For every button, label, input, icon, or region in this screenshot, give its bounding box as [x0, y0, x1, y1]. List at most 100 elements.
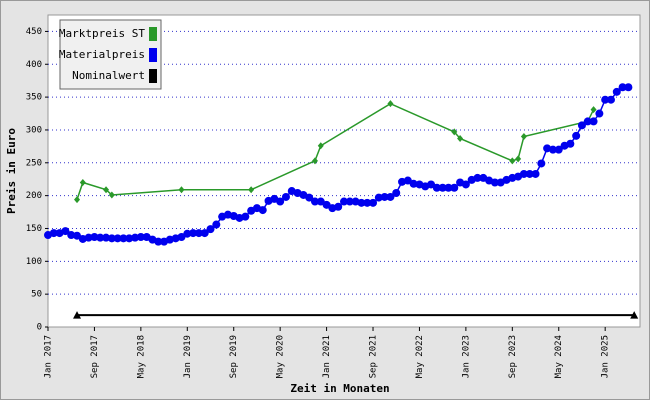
series-line: [76, 102, 595, 200]
data-point: [317, 142, 324, 150]
y-tick-label: 350: [26, 93, 42, 103]
data-point: [444, 183, 453, 192]
data-point: [258, 206, 267, 215]
data-point: [113, 234, 122, 243]
legend-swatch: [149, 27, 157, 41]
data-point: [200, 229, 209, 238]
x-axis-title: Zeit in Monaten: [290, 382, 389, 395]
data-point: [61, 227, 70, 236]
data-point: [345, 197, 354, 206]
data-point: [241, 212, 250, 221]
x-tick-label: Jan 2017: [44, 335, 54, 378]
x-tick-label: Jan 2021: [322, 335, 332, 378]
data-point: [119, 234, 128, 243]
data-point: [612, 87, 621, 96]
data-point: [84, 233, 93, 242]
data-point: [457, 134, 464, 142]
data-point: [624, 83, 633, 92]
data-point: [369, 198, 378, 207]
data-point: [606, 95, 615, 104]
data-point: [451, 128, 458, 136]
data-point: [212, 220, 221, 229]
data-point: [548, 145, 557, 154]
data-point: [136, 233, 145, 242]
data-point: [357, 198, 366, 207]
data-point: [374, 193, 383, 202]
data-point: [131, 233, 140, 242]
data-point: [531, 169, 540, 178]
data-point: [90, 233, 99, 242]
data-point: [103, 186, 110, 194]
y-tick-label: 150: [26, 224, 42, 234]
x-tick-label: Jan 2023: [461, 335, 471, 378]
y-tick-label: 50: [31, 290, 42, 300]
x-tick-label: Sep 2019: [229, 335, 239, 378]
y-tick-label: 0: [37, 323, 42, 333]
data-point: [322, 200, 331, 209]
data-point: [387, 100, 394, 108]
data-point: [589, 117, 598, 126]
data-point: [73, 231, 82, 240]
data-point: [461, 180, 470, 189]
data-point: [601, 95, 610, 104]
data-point: [340, 197, 348, 206]
data-point: [276, 197, 285, 206]
data-point: [380, 192, 389, 201]
data-point: [537, 159, 546, 168]
data-point: [515, 155, 522, 163]
y-tick-label: 300: [26, 125, 42, 135]
data-point: [305, 193, 314, 202]
x-tick-label: Jan 2025: [601, 335, 611, 378]
y-tick-label: 400: [26, 60, 42, 70]
data-point: [79, 178, 86, 186]
data-point: [248, 186, 255, 194]
x-tick-label: May 2020: [276, 335, 286, 378]
data-point: [403, 176, 412, 185]
data-point: [473, 173, 482, 182]
data-point: [386, 192, 395, 201]
data-point: [525, 169, 534, 178]
data-point: [49, 229, 58, 238]
y-tick-label: 250: [26, 158, 42, 168]
x-tick-label: Jan 2019: [183, 335, 193, 378]
data-point: [438, 183, 447, 192]
data-point: [509, 157, 516, 165]
legend-label: Nominalwert: [72, 69, 145, 82]
legend-label: Materialpreis: [59, 48, 145, 61]
legend-swatch: [149, 69, 157, 83]
data-point: [73, 311, 82, 319]
y-axis-title: Preis in Euro: [5, 128, 18, 214]
y-tick-label: 200: [26, 191, 42, 201]
data-point: [183, 229, 192, 238]
x-tick-label: May 2022: [415, 335, 425, 378]
data-point: [583, 117, 592, 126]
data-point: [125, 234, 134, 243]
data-point: [102, 233, 111, 242]
data-point: [107, 234, 116, 243]
data-point: [590, 106, 597, 114]
data-point: [566, 139, 575, 148]
data-point: [409, 179, 418, 188]
x-tick-label: May 2018: [136, 335, 146, 378]
data-point: [96, 233, 105, 242]
data-point: [630, 311, 639, 319]
data-point: [316, 197, 325, 206]
y-tick-label: 100: [26, 257, 42, 267]
x-tick-label: May 2024: [554, 335, 564, 378]
x-tick-label: Sep 2021: [369, 335, 379, 378]
data-point: [206, 225, 215, 234]
data-point: [194, 229, 203, 238]
data-point: [595, 109, 604, 118]
data-point: [334, 202, 343, 211]
data-point: [519, 169, 528, 178]
data-point: [572, 131, 581, 140]
y-tick-label: 450: [26, 27, 42, 37]
legend-box: [59, 19, 162, 90]
data-point: [178, 186, 185, 194]
data-point: [554, 145, 563, 154]
data-point: [311, 157, 318, 165]
x-tick-label: Sep 2023: [508, 335, 518, 378]
data-point: [363, 198, 372, 207]
data-point: [67, 231, 76, 240]
data-point: [577, 121, 586, 130]
